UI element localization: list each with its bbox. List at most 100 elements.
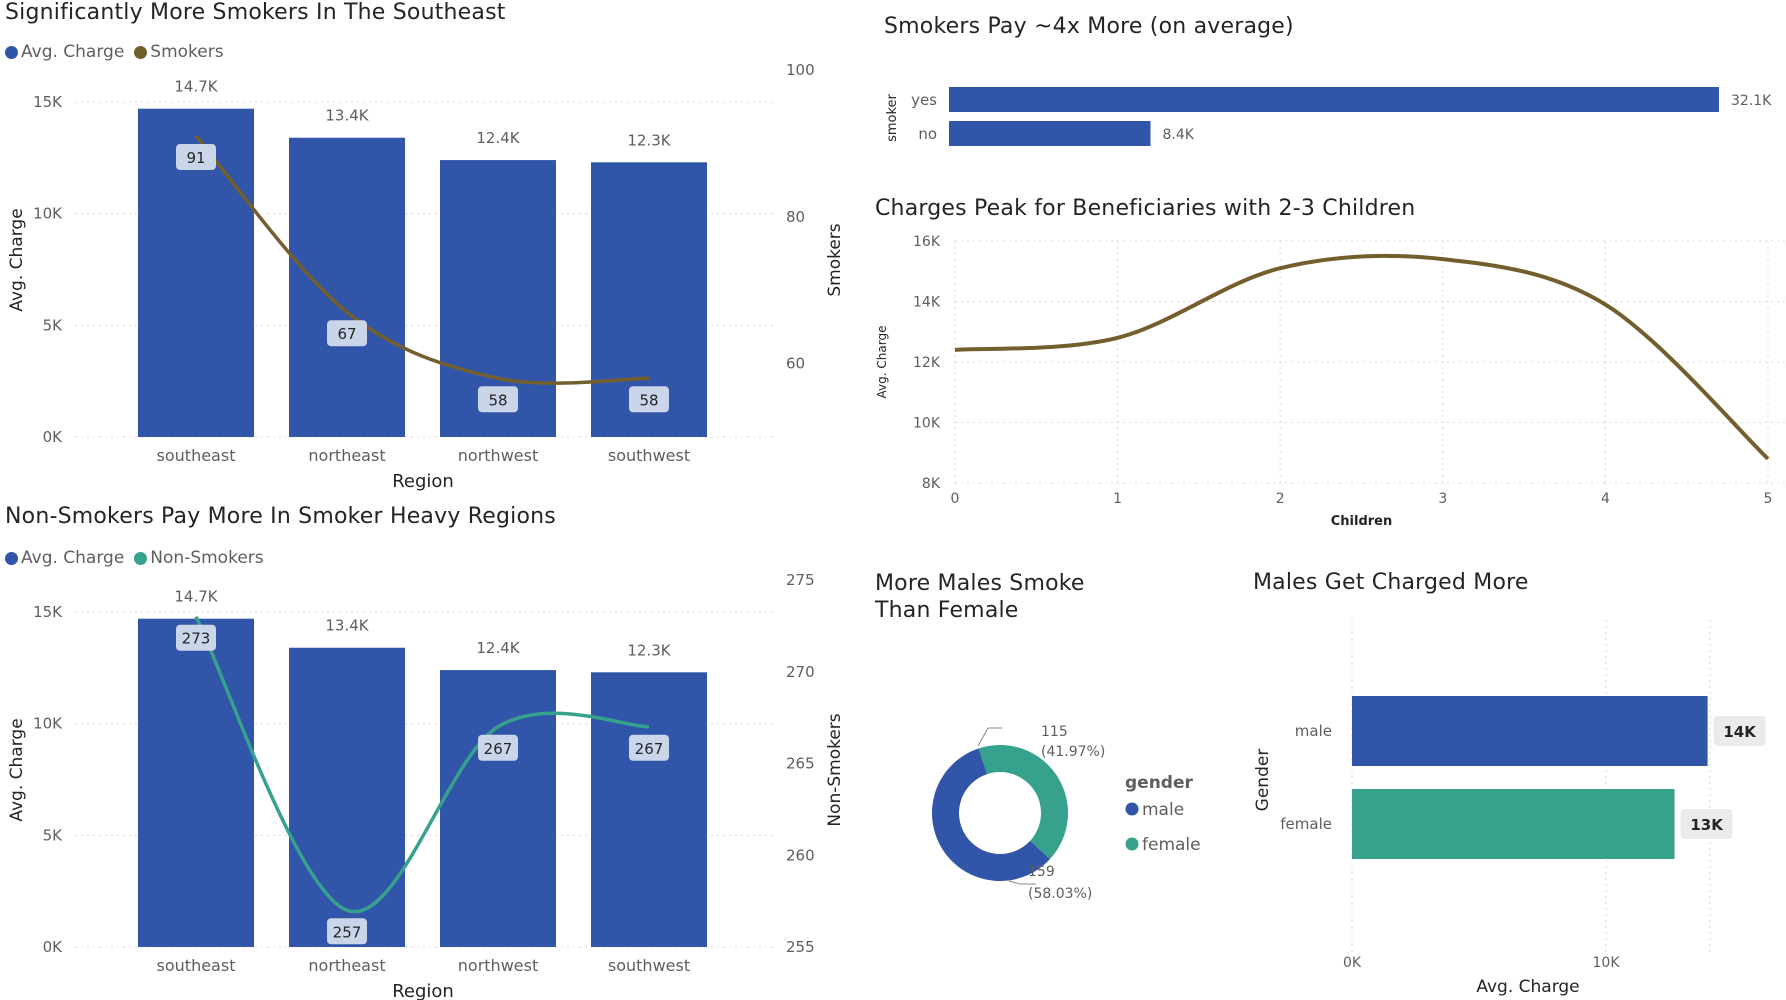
legend-dot-female: [1125, 837, 1139, 851]
y-tick-label: 10K: [33, 715, 63, 733]
x-tick-label: northwest: [458, 956, 538, 975]
series-line: [954, 253, 1770, 461]
bar: [289, 647, 405, 947]
pie-value-label: 159: [1028, 864, 1055, 880]
y2-tick-label: 275: [786, 571, 815, 589]
x-tick-label: 5: [1764, 491, 1773, 507]
line-data-label: 257: [333, 923, 362, 941]
x-tick-label: northeast: [308, 956, 385, 975]
x-tick-label: 0: [951, 491, 960, 507]
line-data-label-bg: [327, 918, 367, 945]
y2-tick-label: 60: [786, 355, 805, 373]
y2-tick-label: 265: [786, 755, 815, 773]
x-axis-title: Region: [392, 981, 454, 1000]
y-tick-label: 15K: [33, 603, 63, 621]
y-tick-label: 14K: [913, 295, 941, 311]
y-tick-label: 16K: [913, 234, 941, 250]
chart-smoker-pay: yes 32.1K no 8.4K smoker: [885, 87, 1772, 146]
y2-tick-label: 80: [786, 208, 805, 226]
y-tick-label: 0K: [43, 428, 64, 446]
line-data-label-bg: [629, 734, 669, 761]
legend-item-nonsmokers: Non-Smokers: [134, 548, 264, 568]
line-data-label: 67: [337, 325, 356, 343]
legend-item-avg-charge: Avg. Charge: [5, 42, 124, 62]
bar-data-label: 12.3K: [627, 641, 671, 659]
x-tick-label: southeast: [157, 956, 236, 975]
pie-value-label: 115: [1041, 724, 1068, 740]
chart-title-smoker-pay: Smokers Pay ~4x More (on average): [884, 14, 1294, 39]
line-data-label-bg: [176, 624, 216, 651]
bar-data-label: 13.4K: [325, 107, 369, 125]
bar: [591, 672, 707, 947]
line-data-label-bg: [327, 320, 367, 347]
bar: [138, 618, 254, 947]
y-tick-label: yes: [911, 91, 937, 109]
line-data-label: 91: [186, 149, 205, 167]
y2-tick-label: 255: [786, 938, 815, 956]
y2-axis-title: Smokers: [825, 223, 845, 296]
y-axis-title: Avg. Charge: [7, 718, 27, 821]
y2-tick-label: 270: [786, 663, 815, 681]
line-data-label: 273: [182, 630, 211, 648]
x-tick-label: 3: [1438, 491, 1447, 507]
x-tick-label: 1: [1113, 491, 1122, 507]
x-tick-label: northeast: [308, 446, 385, 465]
legend-item-avg-charge: Avg. Charge: [5, 548, 124, 568]
pie-pct-label: (41.97%): [1041, 744, 1105, 760]
line-data-label-bg: [478, 734, 518, 761]
x-axis-title: Region: [392, 471, 454, 492]
bar-data-label: 12.3K: [627, 131, 671, 149]
bar-data-label: 14.7K: [174, 78, 218, 96]
legend-title: gender: [1125, 773, 1194, 793]
y-axis-title: Gender: [1253, 749, 1273, 812]
y-axis-title: Avg. Charge: [875, 326, 889, 399]
line-data-label: 267: [484, 740, 513, 758]
bar: [440, 670, 556, 947]
bar-data-label: 14K: [1723, 723, 1757, 741]
bar-data-label: 12.4K: [476, 129, 520, 147]
bar-data-label: 13.4K: [325, 617, 369, 635]
chart-title-nonsmokers-region: Non-Smokers Pay More In Smoker Heavy Reg…: [5, 504, 556, 529]
y-tick-label: female: [1280, 815, 1332, 833]
chart-smokers-region: 0K 5K 10K 15K 60 80 100 14.7K southeast 13.4K nort…: [7, 61, 845, 492]
bar: [289, 137, 405, 437]
chart-title-smokers-region: Significantly More Smokers In The Southe…: [5, 0, 506, 25]
y-tick-label: 5K: [43, 316, 64, 334]
bar-data-label: 13K: [1690, 816, 1724, 834]
bar-data-label: 8.4K: [1162, 127, 1194, 143]
legend-label-female: female: [1142, 835, 1201, 855]
x-tick-label: 0K: [1343, 955, 1362, 971]
bar: [1352, 789, 1675, 859]
chart-gender-charge: 0K 10K male 14K female 13K Avg. Charge Gender: [1253, 620, 1766, 997]
line-data-label-bg: [478, 386, 518, 413]
legend-item-smokers: Smokers: [134, 42, 224, 62]
series-line: [194, 615, 650, 914]
bar: [949, 87, 1719, 112]
line-data-label: 267: [635, 740, 664, 758]
line-data-label: 58: [488, 391, 507, 409]
y-tick-label: no: [918, 125, 937, 143]
x-axis-title: Avg. Charge: [1476, 977, 1579, 997]
line-data-label: 58: [639, 391, 658, 409]
y-tick-label: male: [1295, 722, 1332, 740]
y-tick-label: 12K: [913, 355, 941, 371]
leader-line: [977, 727, 1002, 747]
legend-dot-male: [1125, 802, 1139, 816]
x-tick-label: southwest: [608, 446, 690, 465]
bar: [1352, 696, 1708, 766]
x-tick-label: 10K: [1593, 955, 1621, 971]
pie-pct-label: (58.03%): [1028, 886, 1092, 902]
y2-axis-title: Non-Smokers: [825, 713, 845, 826]
chart-title-children: Charges Peak for Beneficiaries with 2-3 …: [875, 196, 1416, 221]
line-data-label-bg: [176, 144, 216, 171]
y-tick-label: 10K: [913, 416, 941, 432]
chart-title-gender-charge: Males Get Charged More: [1253, 570, 1529, 595]
y-axis-title: smoker: [885, 93, 900, 141]
bar: [949, 121, 1151, 146]
y-tick-label: 5K: [43, 826, 64, 844]
bar-data-label-bg: [1713, 716, 1766, 746]
y-tick-label: 15K: [33, 93, 63, 111]
bar-data-label: 14.7K: [174, 588, 218, 606]
x-axis-title: Children: [1331, 514, 1393, 529]
x-tick-label: southeast: [157, 446, 236, 465]
